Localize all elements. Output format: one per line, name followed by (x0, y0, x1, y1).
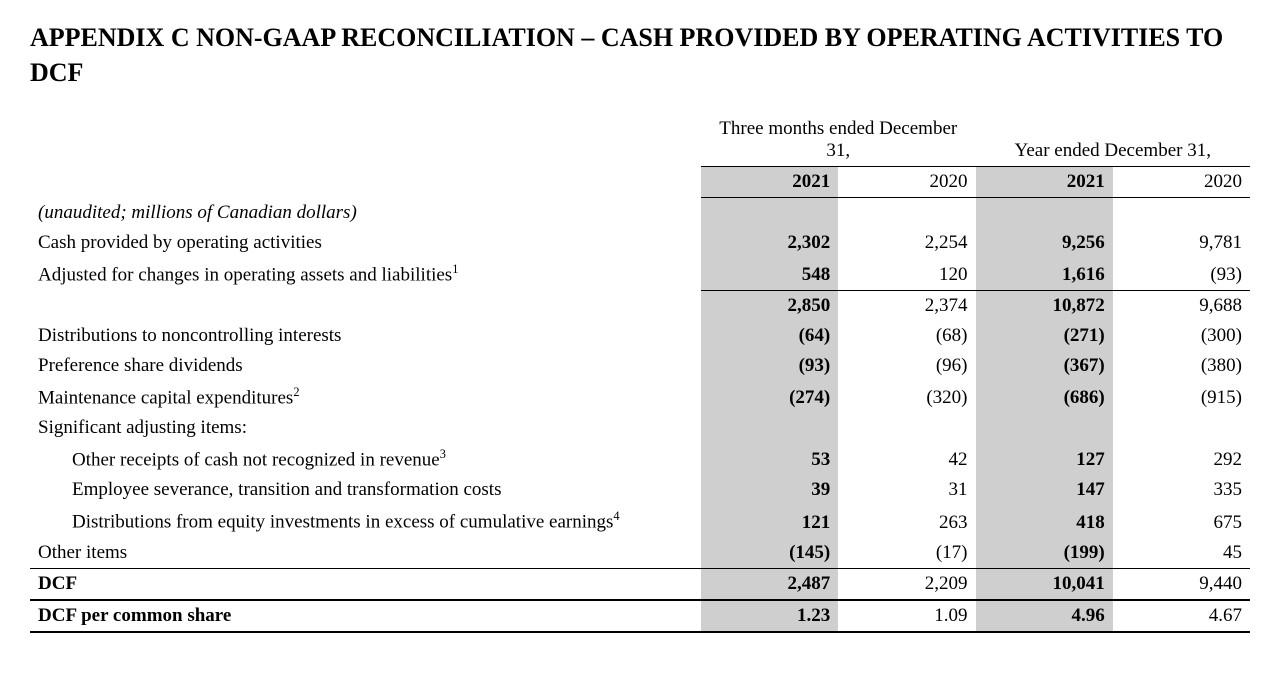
cell: 2,850 (701, 290, 838, 321)
unaudited-note: (unaudited; millions of Canadian dollars… (30, 198, 701, 228)
table-row-section: Significant adjusting items: (30, 413, 1250, 443)
row-label: Maintenance capital expenditures2 (30, 381, 701, 413)
cell: 2,254 (838, 228, 975, 258)
row-label-text: Maintenance capital expenditures (38, 387, 293, 408)
cell: 2,374 (838, 290, 975, 321)
cell: (686) (976, 381, 1113, 413)
cell: 2,487 (701, 568, 838, 600)
table-note-row: (unaudited; millions of Canadian dollars… (30, 198, 1250, 228)
cell: (915) (1113, 381, 1250, 413)
cell: 120 (838, 258, 975, 290)
table-row: Other receipts of cash not recognized in… (30, 443, 1250, 475)
col-year-3: 2021 (976, 167, 1113, 198)
cell: (145) (701, 538, 838, 569)
cell: (93) (701, 351, 838, 381)
row-label-text: Other receipts of cash not recognized in… (72, 449, 440, 470)
col-year-4: 2020 (1113, 167, 1250, 198)
cell: (93) (1113, 258, 1250, 290)
cell: 335 (1113, 475, 1250, 505)
row-label: Adjusted for changes in operating assets… (30, 258, 701, 290)
cell: 147 (976, 475, 1113, 505)
cell: 548 (701, 258, 838, 290)
cell: 2,302 (701, 228, 838, 258)
cell: 4.96 (976, 600, 1113, 632)
table-header-years: 2021 2020 2021 2020 (30, 167, 1250, 198)
cell: 9,688 (1113, 290, 1250, 321)
col-header-three-months: Three months ended December 31, (701, 114, 976, 167)
cell: (64) (701, 321, 838, 351)
cell: 675 (1113, 505, 1250, 537)
row-label: Distributions to noncontrolling interest… (30, 321, 701, 351)
row-label: DCF (30, 568, 701, 600)
cell: 418 (976, 505, 1113, 537)
cell: 292 (1113, 443, 1250, 475)
cell: 1.09 (838, 600, 975, 632)
footnote-ref: 4 (613, 509, 619, 523)
cell: 39 (701, 475, 838, 505)
row-label: Distributions from equity investments in… (30, 505, 701, 537)
table-header-periods: Three months ended December 31, Year end… (30, 114, 1250, 167)
footnote-ref: 3 (440, 447, 446, 461)
cell: (320) (838, 381, 975, 413)
footnote-ref: 2 (293, 385, 299, 399)
row-label-text: Adjusted for changes in operating assets… (38, 264, 452, 285)
cell: 42 (838, 443, 975, 475)
cell: 1,616 (976, 258, 1113, 290)
reconciliation-table: Three months ended December 31, Year end… (30, 114, 1250, 632)
cell: (96) (838, 351, 975, 381)
cell: (300) (1113, 321, 1250, 351)
row-label: Other receipts of cash not recognized in… (30, 443, 701, 475)
cell: 53 (701, 443, 838, 475)
col-header-year: Year ended December 31, (976, 114, 1251, 167)
row-label: Significant adjusting items: (30, 413, 701, 443)
cell: 9,256 (976, 228, 1113, 258)
table-row-dcf-per-share: DCF per common share 1.23 1.09 4.96 4.67 (30, 600, 1250, 632)
cell: 10,872 (976, 290, 1113, 321)
table-row: Other items (145) (17) (199) 45 (30, 538, 1250, 569)
table-row: Preference share dividends (93) (96) (36… (30, 351, 1250, 381)
row-label-text: Distributions from equity investments in… (72, 512, 613, 533)
cell: (68) (838, 321, 975, 351)
cell: 1.23 (701, 600, 838, 632)
col-year-1: 2021 (701, 167, 838, 198)
cell: (380) (1113, 351, 1250, 381)
col-year-2: 2020 (838, 167, 975, 198)
cell: (199) (976, 538, 1113, 569)
table-row-dcf: DCF 2,487 2,209 10,041 9,440 (30, 568, 1250, 600)
table-row: Distributions to noncontrolling interest… (30, 321, 1250, 351)
cell: 45 (1113, 538, 1250, 569)
cell: (17) (838, 538, 975, 569)
cell: (271) (976, 321, 1113, 351)
table-row: Employee severance, transition and trans… (30, 475, 1250, 505)
cell: 121 (701, 505, 838, 537)
cell: (274) (701, 381, 838, 413)
table-row: Distributions from equity investments in… (30, 505, 1250, 537)
row-label: Other items (30, 538, 701, 569)
page-title: APPENDIX C NON-GAAP RECONCILIATION – CAS… (30, 20, 1250, 90)
row-label: Cash provided by operating activities (30, 228, 701, 258)
cell: 127 (976, 443, 1113, 475)
cell: 2,209 (838, 568, 975, 600)
row-label: Preference share dividends (30, 351, 701, 381)
cell: 9,781 (1113, 228, 1250, 258)
table-row: Adjusted for changes in operating assets… (30, 258, 1250, 290)
footnote-ref: 1 (452, 262, 458, 276)
table-row: Cash provided by operating activities 2,… (30, 228, 1250, 258)
cell: 263 (838, 505, 975, 537)
row-label: DCF per common share (30, 600, 701, 632)
row-label: Employee severance, transition and trans… (30, 475, 701, 505)
cell: 4.67 (1113, 600, 1250, 632)
cell: 10,041 (976, 568, 1113, 600)
cell: 9,440 (1113, 568, 1250, 600)
cell: 31 (838, 475, 975, 505)
table-row-subtotal: 2,850 2,374 10,872 9,688 (30, 290, 1250, 321)
table-row: Maintenance capital expenditures2 (274) … (30, 381, 1250, 413)
cell: (367) (976, 351, 1113, 381)
